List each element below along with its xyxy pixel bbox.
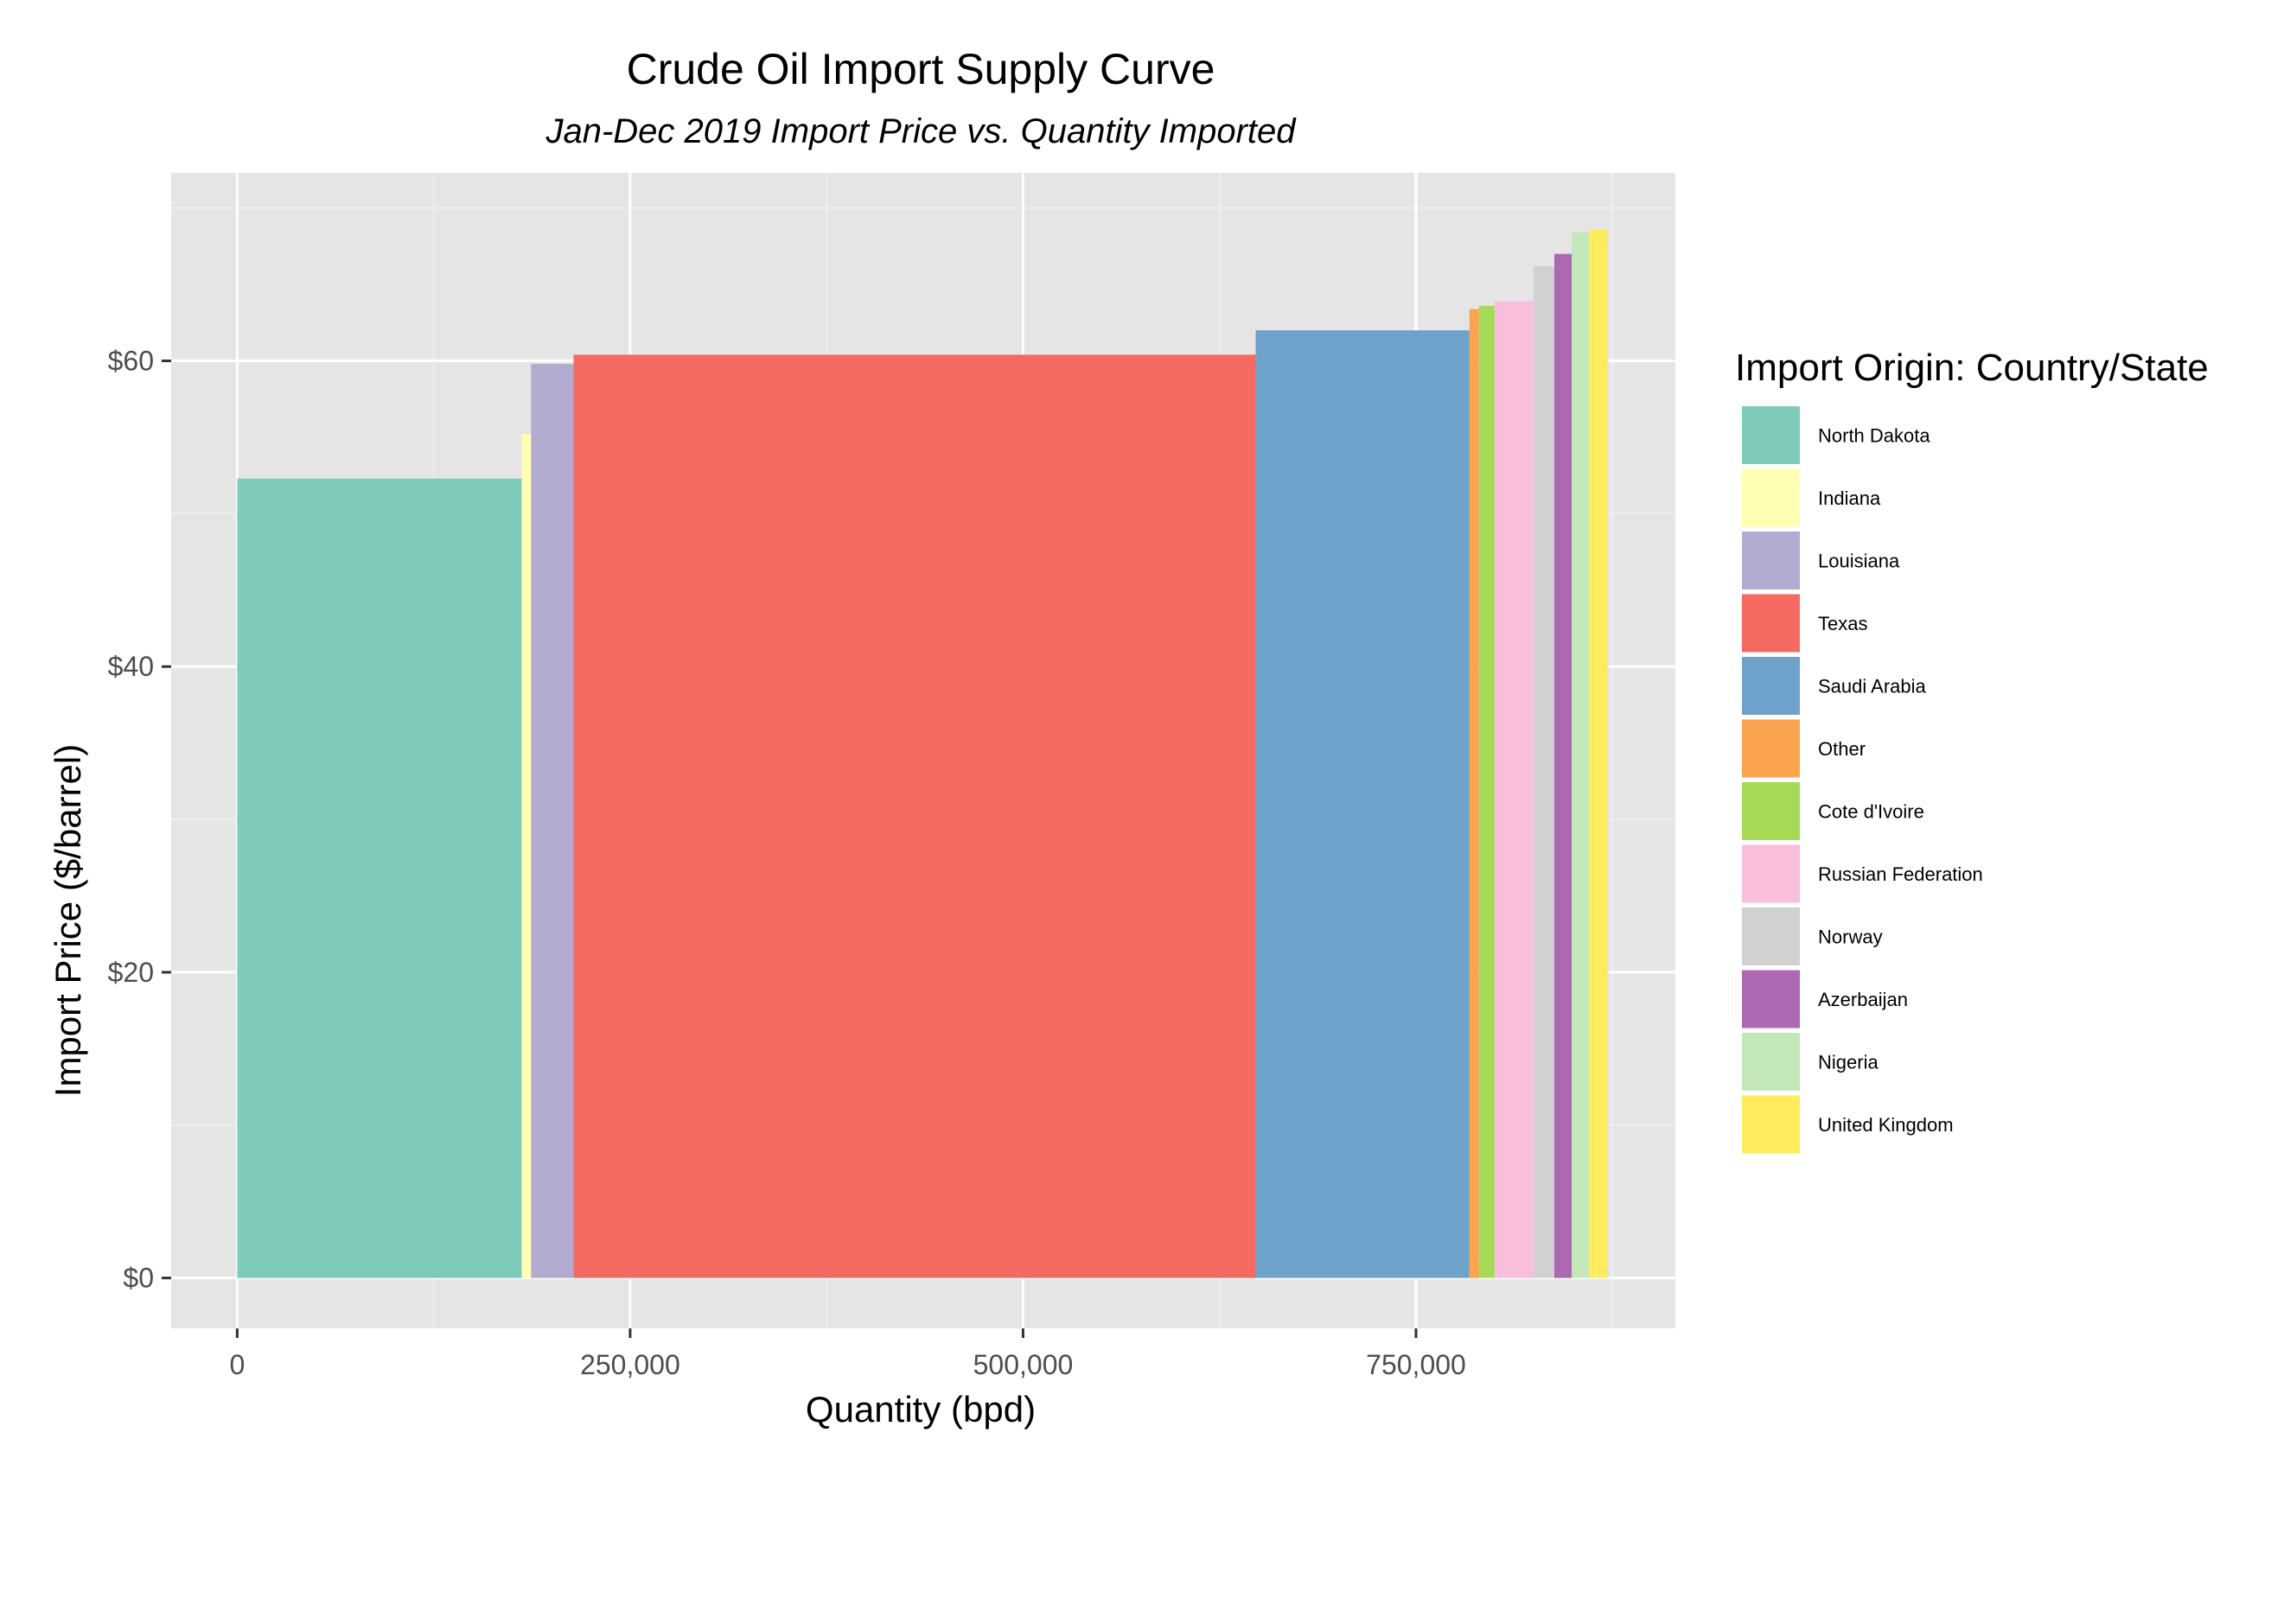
x-axis-label: Quantity (bpd) [806, 1389, 1036, 1430]
bar-indiana [521, 434, 532, 1278]
bar-nigeria [1572, 232, 1589, 1278]
legend-key-indiana [1742, 468, 1800, 527]
bar-saudi-arabia [1255, 330, 1470, 1278]
y-axis-label: Import Price ($/barrel) [48, 744, 88, 1097]
legend-label-indiana: Indiana [1818, 487, 1881, 509]
legend-label-united-kingdom: United Kingdom [1818, 1114, 1954, 1136]
bar-norway [1534, 265, 1554, 1278]
legend-key-azerbaijan [1742, 970, 1800, 1029]
legend-label-saudi-arabia: Saudi Arabia [1818, 676, 1927, 697]
legend-key-united-kingdom [1742, 1095, 1800, 1154]
legend-label-norway: Norway [1818, 927, 1883, 948]
x-tick-label: 0 [229, 1349, 245, 1380]
legend-key-russian-federation [1742, 844, 1800, 903]
y-tick-label: $60 [108, 346, 154, 377]
legend-key-north-dakota [1742, 406, 1800, 464]
x-tick-label: 250,000 [580, 1349, 680, 1380]
legend-title: Import Origin: Country/State [1735, 347, 2209, 389]
x-tick-label: 750,000 [1366, 1349, 1466, 1380]
legend-label-louisiana: Louisiana [1818, 551, 1900, 572]
bar-other [1469, 309, 1479, 1278]
legend-key-cote-d-ivoire [1742, 782, 1800, 840]
legend-key-texas [1742, 594, 1800, 653]
legend-label-azerbaijan: Azerbaijan [1818, 989, 1908, 1010]
legend-label-cote-d-ivoire: Cote d'Ivoire [1818, 801, 1924, 823]
legend: North Dakota Indiana Louisiana Texas Saudi A… [1742, 406, 1983, 1154]
legend-label-texas: Texas [1818, 613, 1867, 634]
legend-key-nigeria [1742, 1033, 1800, 1091]
x-axis: 0 250,000 500,000 750,000 [229, 1328, 1466, 1380]
legend-label-north-dakota: North Dakota [1818, 425, 1930, 447]
bar-united-kingdom [1589, 229, 1608, 1278]
legend-key-norway [1742, 908, 1800, 965]
legend-key-other [1742, 719, 1800, 778]
bar-texas [573, 354, 1256, 1278]
bars [237, 229, 1608, 1278]
chart-title: Crude Oil Import Supply Curve [627, 45, 1215, 93]
bar-louisiana [531, 364, 574, 1278]
bar-azerbaijan [1554, 253, 1572, 1278]
bar-russian-federation [1494, 301, 1534, 1278]
y-tick-label: $20 [108, 957, 154, 988]
bar-north-dakota [237, 478, 522, 1278]
y-tick-label: $0 [123, 1263, 154, 1294]
bar-cote-d-ivoire [1478, 305, 1495, 1278]
y-axis: $0 $20 $40 $60 [108, 346, 171, 1294]
y-tick-label: $40 [108, 651, 154, 682]
legend-key-saudi-arabia [1742, 657, 1800, 715]
legend-label-nigeria: Nigeria [1818, 1052, 1879, 1073]
legend-label-other: Other [1818, 738, 1866, 760]
legend-key-louisiana [1742, 532, 1800, 589]
x-tick-label: 500,000 [973, 1349, 1074, 1380]
chart-subtitle: Jan-Dec 2019 Import Price vs. Quantity I… [545, 112, 1297, 150]
legend-label-russian-federation: Russian Federation [1818, 863, 1983, 885]
